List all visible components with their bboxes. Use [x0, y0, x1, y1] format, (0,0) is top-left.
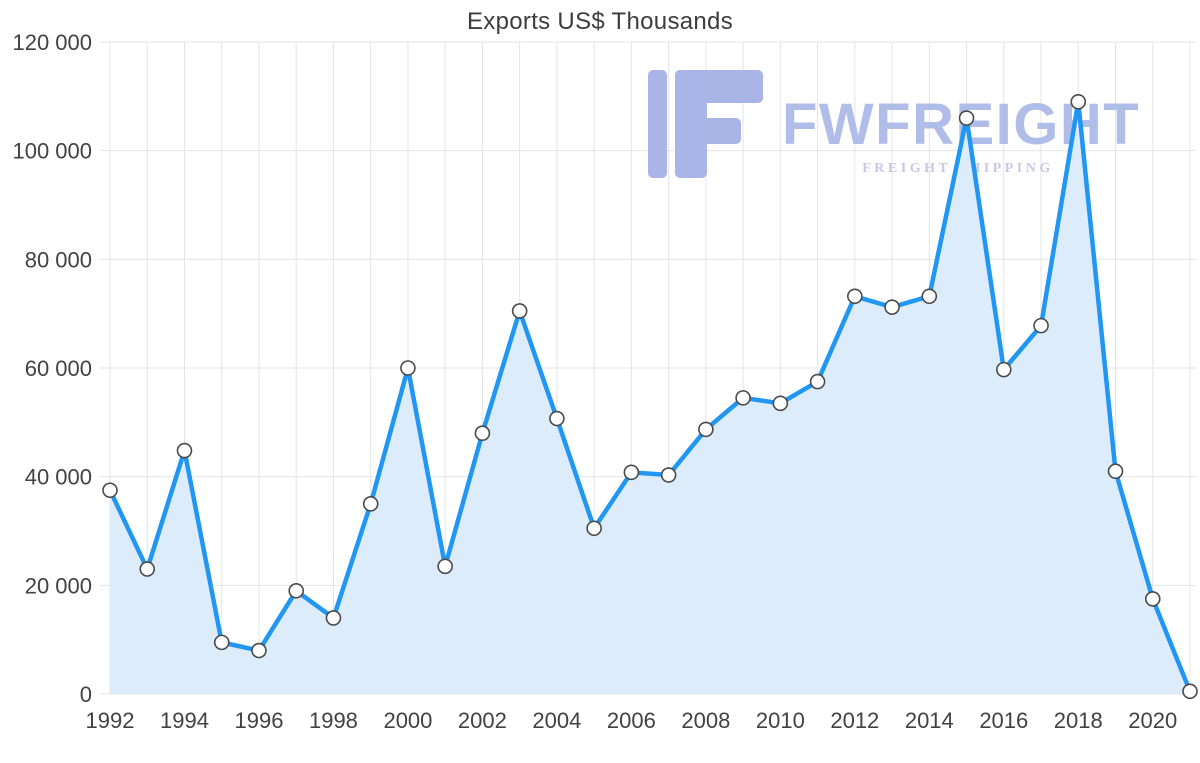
chart-title: Exports US$ Thousands: [467, 8, 733, 35]
y-tick-label: 120 000: [12, 30, 92, 55]
area-fill: [110, 101, 1190, 695]
axis-labels: 0 20 000 40 000 60 000 80 000 100 000 120 000 1…: [12, 30, 1177, 733]
data-point-2016[interactable]: [995, 361, 1012, 378]
x-tick-label: 2002: [458, 708, 507, 733]
data-point-1995[interactable]: [213, 634, 230, 651]
x-tick-label: 1998: [309, 708, 358, 733]
y-tick-label: 0: [80, 682, 92, 707]
data-point-2011[interactable]: [809, 373, 826, 390]
data-point-1998[interactable]: [325, 610, 342, 626]
x-tick-label: 2004: [532, 708, 581, 733]
data-point-2006[interactable]: [623, 464, 640, 481]
data-point-2003[interactable]: [511, 303, 528, 319]
data-point-2001[interactable]: [437, 558, 453, 575]
y-tick-label: 100 000: [12, 139, 92, 164]
x-tick-label: 2000: [383, 708, 432, 733]
data-point-2019[interactable]: [1107, 463, 1124, 480]
data-point-2014[interactable]: [921, 288, 938, 305]
data-point-1997[interactable]: [288, 582, 305, 599]
x-tick-label: 2014: [905, 708, 954, 733]
series-layer: [102, 93, 1198, 700]
x-tick-label: 2012: [830, 708, 879, 733]
x-tick-label: 2006: [607, 708, 656, 733]
x-tick-label: 2016: [979, 708, 1028, 733]
data-point-1994[interactable]: [176, 442, 193, 459]
data-point-2012[interactable]: [847, 288, 863, 305]
x-tick-label: 2010: [756, 708, 805, 733]
x-tick-label: 2020: [1128, 708, 1177, 733]
y-tick-label: 20 000: [25, 573, 92, 598]
data-point-2015[interactable]: [958, 110, 975, 126]
y-tick-label: 60 000: [25, 356, 92, 381]
freight-logo-icon: [648, 70, 763, 178]
data-point-2005[interactable]: [586, 520, 602, 537]
data-point-2008[interactable]: [698, 421, 714, 438]
y-tick-label: 40 000: [25, 465, 92, 490]
data-point-2002[interactable]: [474, 425, 491, 442]
data-point-2007[interactable]: [660, 467, 677, 483]
x-tick-label: 2008: [681, 708, 730, 733]
data-point-2013[interactable]: [884, 299, 900, 315]
exports-line: [107, 99, 1193, 694]
x-tick-label: 2018: [1054, 708, 1103, 733]
y-tick-label: 80 000: [25, 247, 92, 272]
data-point-2009[interactable]: [735, 390, 751, 406]
data-point-1992[interactable]: [102, 482, 118, 499]
x-tick-label: 1992: [86, 708, 135, 733]
data-point-1996[interactable]: [251, 642, 267, 659]
data-point-2000[interactable]: [400, 360, 416, 376]
data-point-2010[interactable]: [772, 395, 789, 412]
data-point-1999[interactable]: [362, 496, 379, 512]
data-point-1993[interactable]: [139, 561, 156, 577]
data-point-2004[interactable]: [549, 410, 565, 427]
data-point-2020[interactable]: [1144, 591, 1161, 607]
data-point-2018[interactable]: [1070, 93, 1087, 110]
x-tick-label: 1996: [234, 708, 283, 733]
data-point-2017[interactable]: [1033, 317, 1049, 334]
data-point-2021[interactable]: [1182, 683, 1198, 700]
x-tick-label: 1994: [160, 708, 209, 733]
